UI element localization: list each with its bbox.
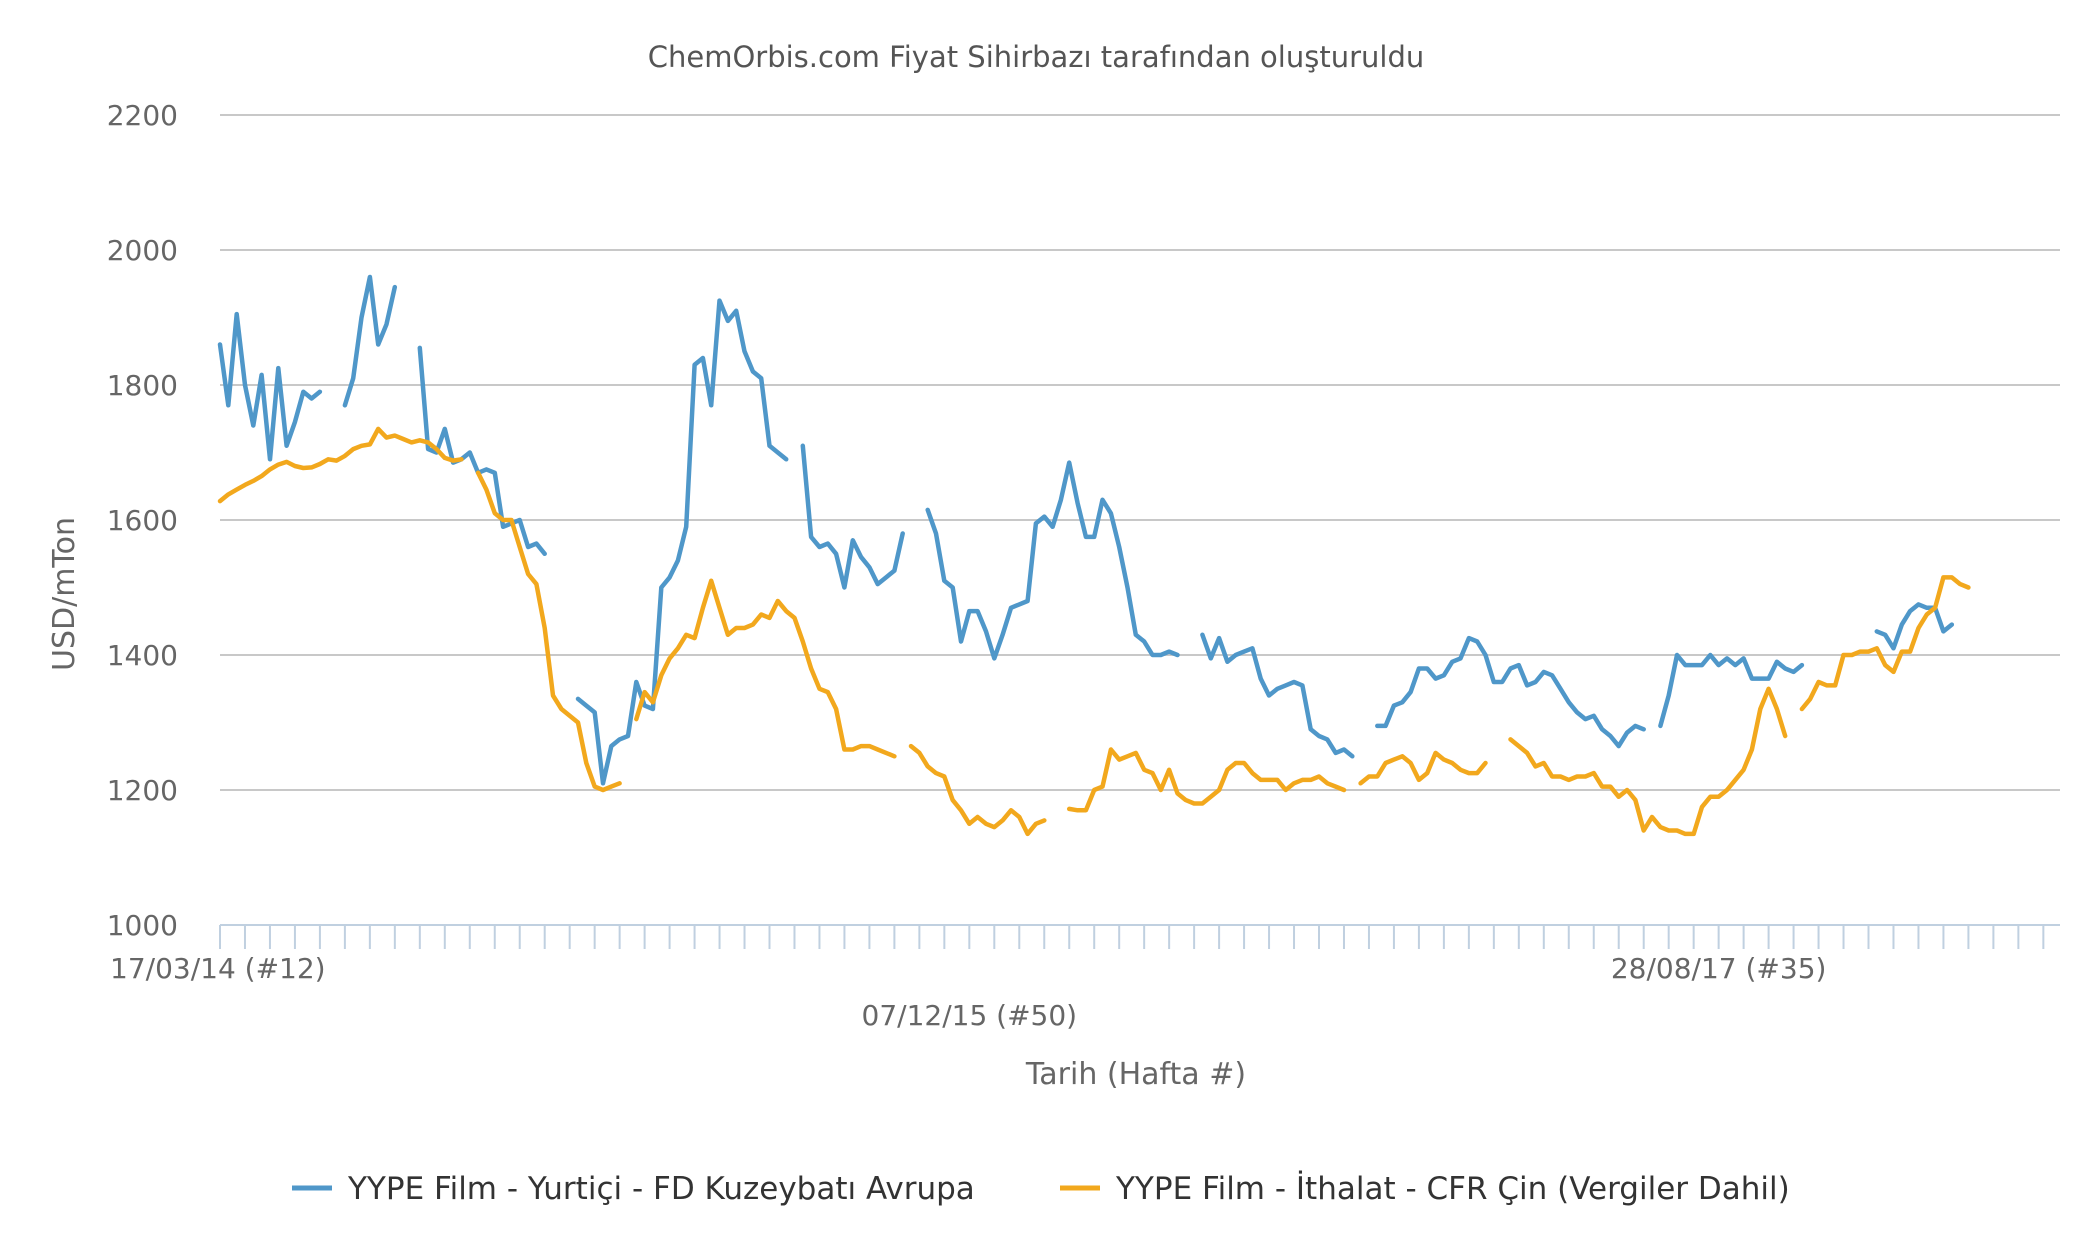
x-tick-label: 17/03/14 (#12) (110, 952, 326, 985)
legend-label: YYPE Film - Yurtiçi - FD Kuzeybatı Avrup… (347, 1171, 975, 1207)
y-tick-label: 1600 (107, 504, 178, 537)
legend[interactable]: YYPE Film - Yurtiçi - FD Kuzeybatı Avrup… (292, 1171, 1790, 1207)
series-line-segment (1066, 747, 1347, 813)
y-tick-label: 2200 (107, 99, 178, 132)
series-2 (217, 426, 1971, 837)
series-lines (217, 274, 1971, 837)
x-tick-label: 28/08/17 (#35) (1611, 952, 1827, 985)
x-tick-label: 07/12/15 (#50) (862, 999, 1078, 1032)
series-line-segment (634, 578, 897, 759)
series-line-segment (1200, 632, 1355, 759)
legend-item-1[interactable]: YYPE Film - Yurtiçi - FD Kuzeybatı Avrup… (292, 1171, 975, 1207)
y-tick-label: 1200 (107, 774, 178, 807)
y-tick-label: 1800 (107, 369, 178, 402)
series-line-segment (800, 443, 905, 590)
x-axis-tick-marks (219, 925, 2045, 949)
series-line-segment (1658, 652, 1805, 729)
series-1 (217, 274, 1955, 786)
series-line-segment (417, 345, 547, 557)
x-axis-label: Tarih (Hafta #) (1025, 1057, 1246, 1092)
series-line-segment (1874, 602, 1955, 651)
series-line-segment (908, 743, 1047, 837)
x-axis-tick-labels: 17/03/14 (#12) 07/12/15 (#50) 28/08/17 (#3… (110, 952, 1826, 1032)
series-line-segment (1508, 686, 1788, 837)
y-tick-label: 1400 (107, 639, 178, 672)
series-line-segment (475, 470, 622, 793)
series-line-segment (217, 426, 464, 504)
legend-label: YYPE Film - İthalat - CFR Çin (Vergiler … (1115, 1171, 1790, 1207)
legend-item-2[interactable]: YYPE Film - İthalat - CFR Çin (Vergiler … (1060, 1171, 1790, 1207)
y-tick-label: 1000 (107, 909, 178, 942)
y-axis-ticks: 1000 1200 1400 1600 1800 2000 2200 (107, 99, 178, 942)
series-line-segment (925, 460, 1180, 661)
series-line-segment (342, 274, 398, 408)
grid-lines (220, 114, 2060, 791)
series-line-segment (1358, 750, 1488, 786)
y-axis-label: USD/mTon (47, 517, 82, 671)
y-tick-label: 2000 (107, 234, 178, 267)
series-line-segment (575, 298, 789, 786)
series-line-segment (217, 311, 323, 462)
series-line-segment (1375, 635, 1646, 749)
chart-title: ChemOrbis.com Fiyat Sihirbazı tarafından… (648, 40, 1425, 74)
series-line-segment (1799, 575, 1971, 712)
